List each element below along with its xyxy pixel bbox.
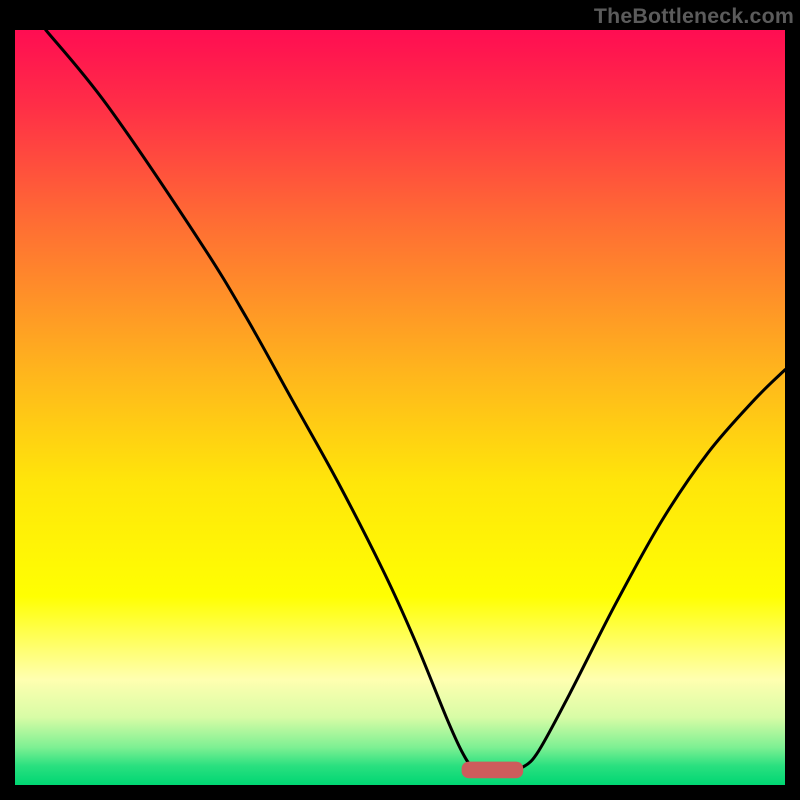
optimal-marker: [462, 762, 524, 779]
watermark-text: TheBottleneck.com: [594, 4, 794, 29]
curve-layer: [15, 30, 785, 785]
plot-area: [15, 30, 785, 785]
bottleneck-curve: [46, 30, 785, 770]
chart-container: TheBottleneck.com: [0, 0, 800, 800]
